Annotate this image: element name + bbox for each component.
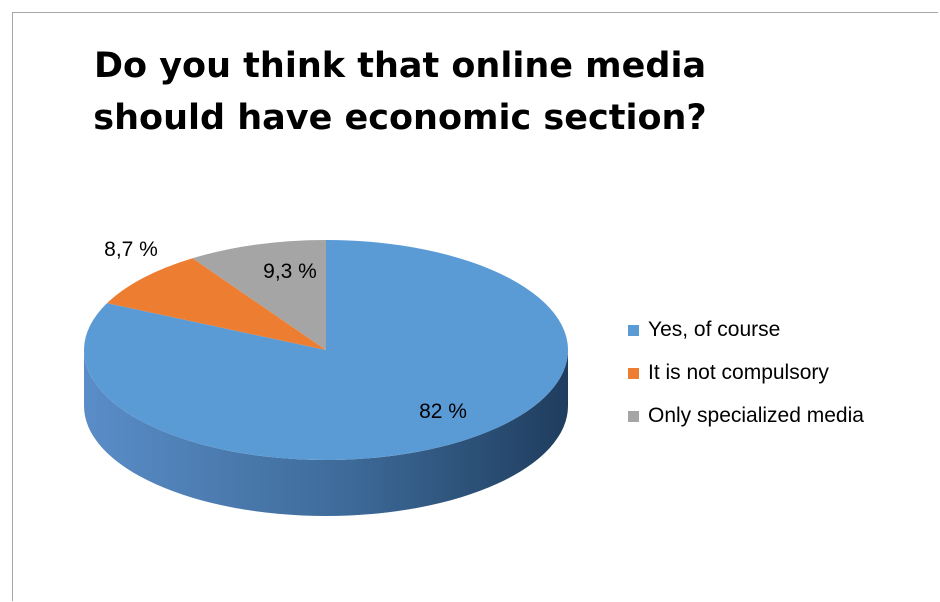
legend-item-specialized: Only specialized media [628,404,864,428]
chart-frame [12,12,938,601]
legend-label-specialized: Only specialized media [648,404,864,427]
legend-item-yes: Yes, of course [628,318,864,342]
pie-labels: 82 % 8,7 % 9,3 % [104,238,467,423]
legend-label-yes: Yes, of course [648,318,781,341]
pie-side-yes [84,350,568,516]
legend-swatch-not-compulsory [628,367,639,379]
chart-title-line-1: Do you think that online media [93,46,707,86]
chart-title-line-2: should have economic section? [93,98,707,138]
data-label-not-compulsory: 8,7 % [104,238,158,261]
legend-swatch-yes [628,324,639,336]
legend-label-not-compulsory: It is not compulsory [648,361,829,384]
legend-swatch-specialized [628,410,639,422]
pie-slice-specialized [192,240,326,350]
pie-sides [84,350,568,516]
pie-slice-yes [84,240,569,460]
pie-tops [84,240,569,460]
legend: Yes, of course It is not compulsory Only… [628,318,864,447]
chart-title: Do you think that online media should ha… [50,40,750,144]
data-label-yes: 82 % [419,400,467,423]
data-label-specialized: 9,3 % [263,260,317,283]
legend-item-not-compulsory: It is not compulsory [628,361,864,385]
pie-slice-not-compulsory [107,258,326,350]
